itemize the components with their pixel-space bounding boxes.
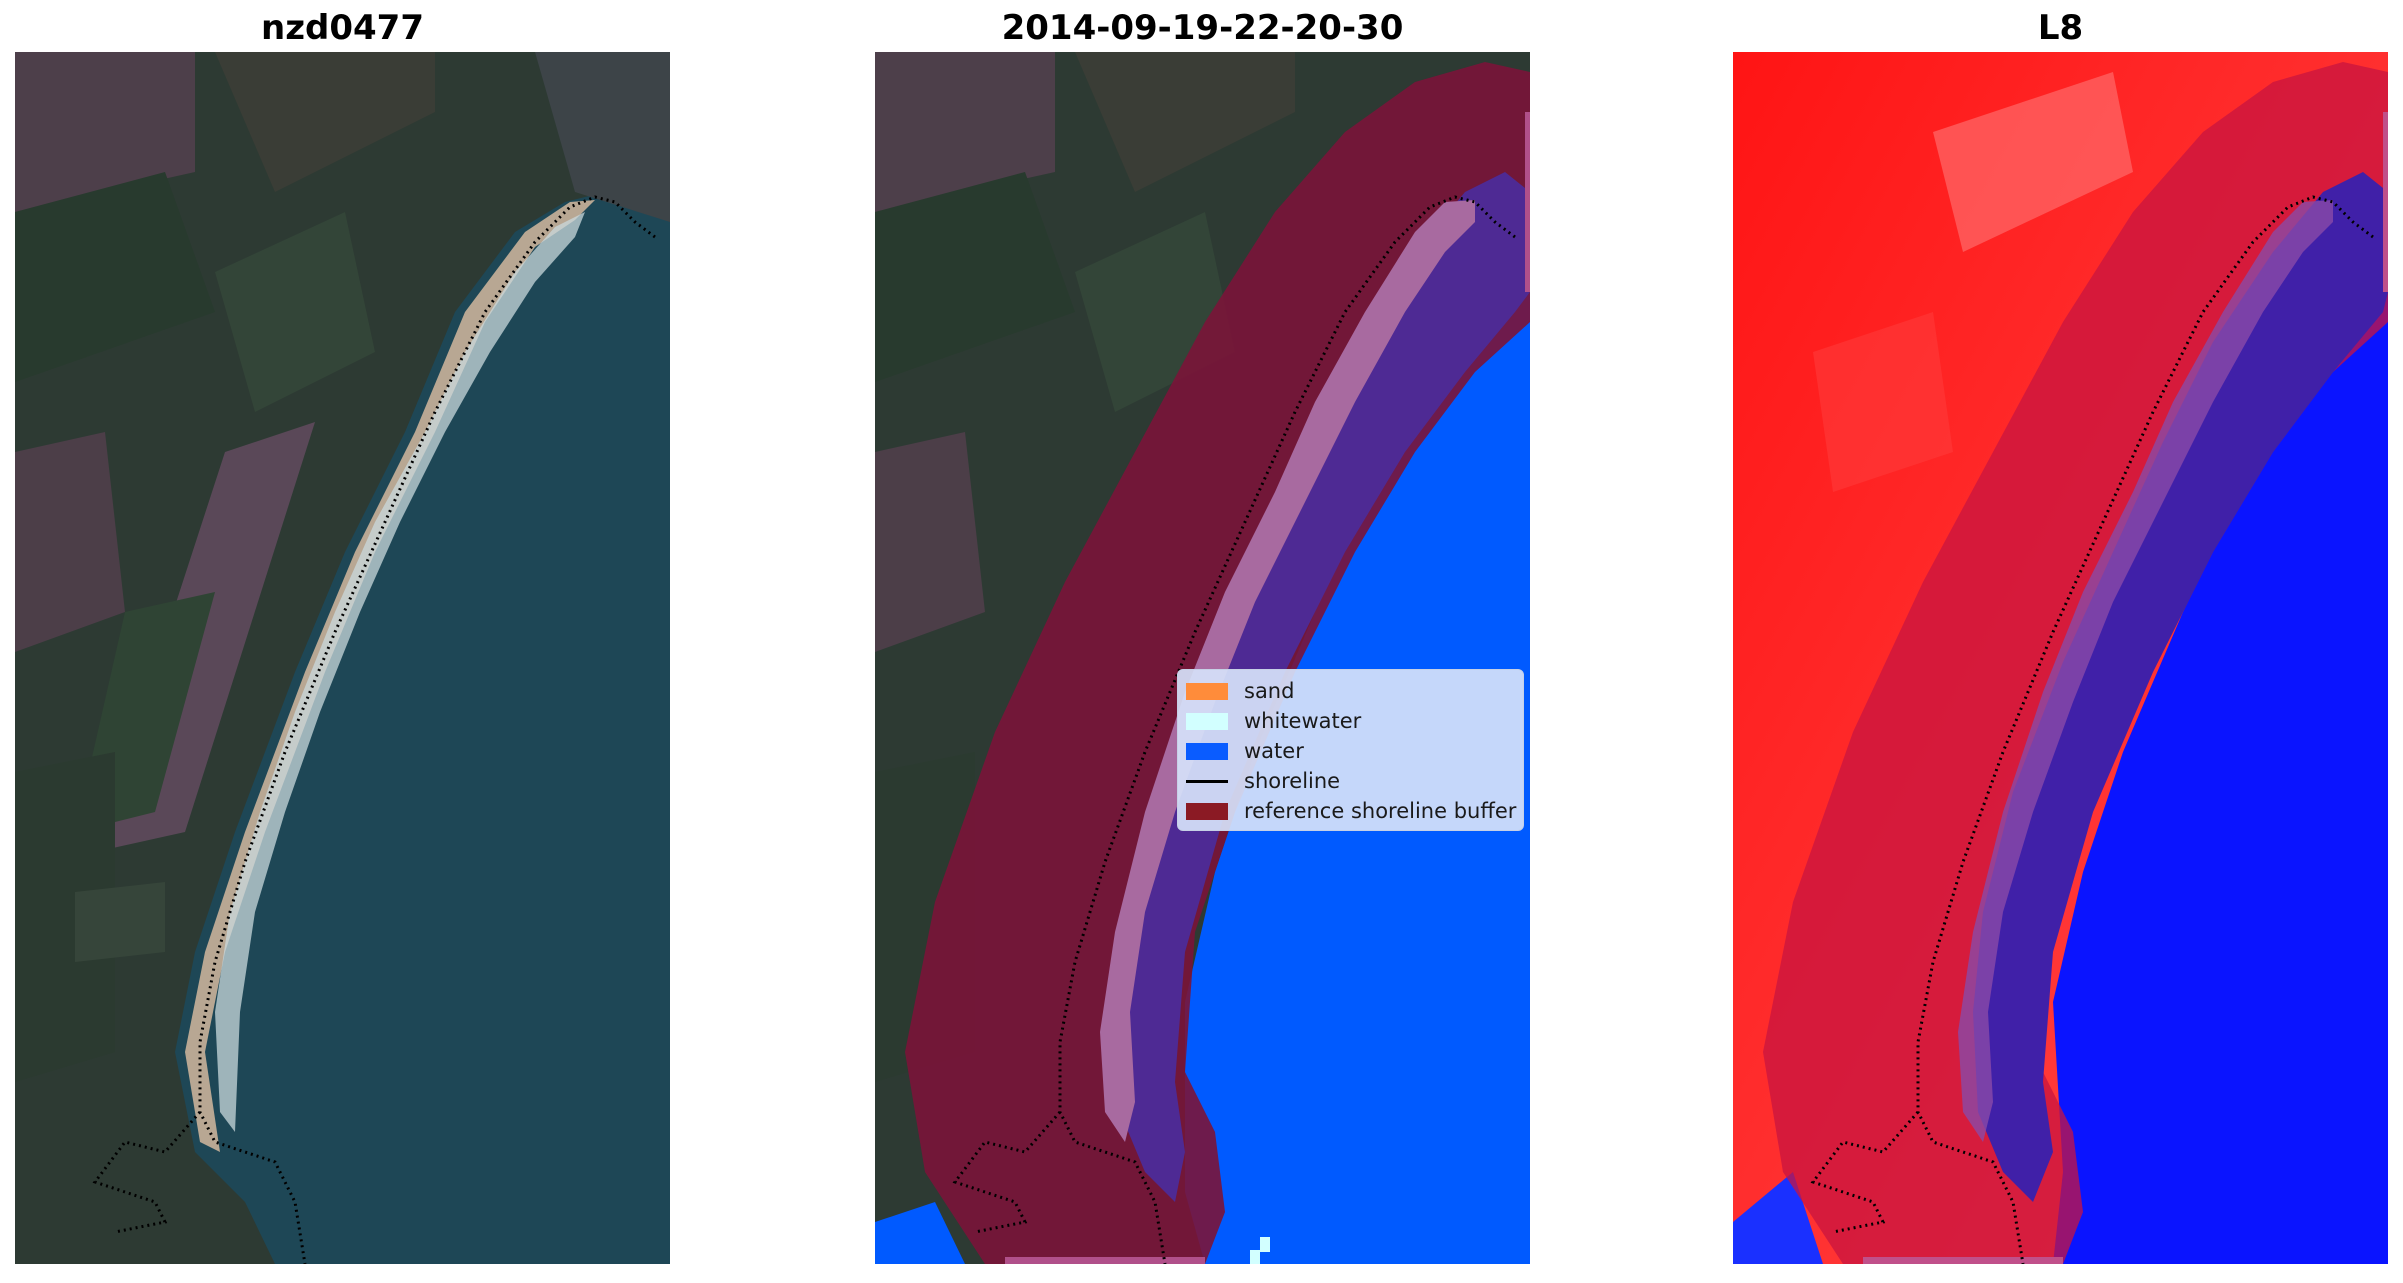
rgb-satellite-image xyxy=(15,52,670,1264)
legend-label: reference shoreline buffer xyxy=(1244,799,1517,823)
legend-label: water xyxy=(1244,739,1304,763)
legend-label: shoreline xyxy=(1244,769,1341,793)
index-image xyxy=(1733,52,2388,1264)
legend: sand whitewater water shoreline referenc… xyxy=(1177,669,1524,831)
sand-swatch xyxy=(1186,682,1228,700)
buffer-swatch xyxy=(1186,802,1228,820)
legend-item-sand: sand xyxy=(1178,676,1523,706)
index-panel xyxy=(1733,52,2388,1264)
classification-panel xyxy=(875,52,1530,1264)
legend-item-shoreline: shoreline xyxy=(1178,766,1523,796)
panel-title-index: L8 xyxy=(2037,8,2084,48)
panel-title-classification: 2014-09-19-22-20-30 xyxy=(1001,8,1404,48)
legend-item-whitewater: whitewater xyxy=(1178,706,1523,736)
legend-label: sand xyxy=(1244,679,1295,703)
whitewater-swatch xyxy=(1186,712,1228,730)
classification-image xyxy=(875,52,1530,1264)
legend-item-water: water xyxy=(1178,736,1523,766)
water-swatch xyxy=(1186,742,1228,760)
shoreline-swatch xyxy=(1186,779,1228,783)
legend-label: whitewater xyxy=(1244,709,1362,733)
rgb-image-panel xyxy=(15,52,670,1264)
panel-title-rgb: nzd0477 xyxy=(261,8,424,48)
legend-item-buffer: reference shoreline buffer xyxy=(1178,796,1523,826)
shoreline-line xyxy=(198,195,656,1264)
